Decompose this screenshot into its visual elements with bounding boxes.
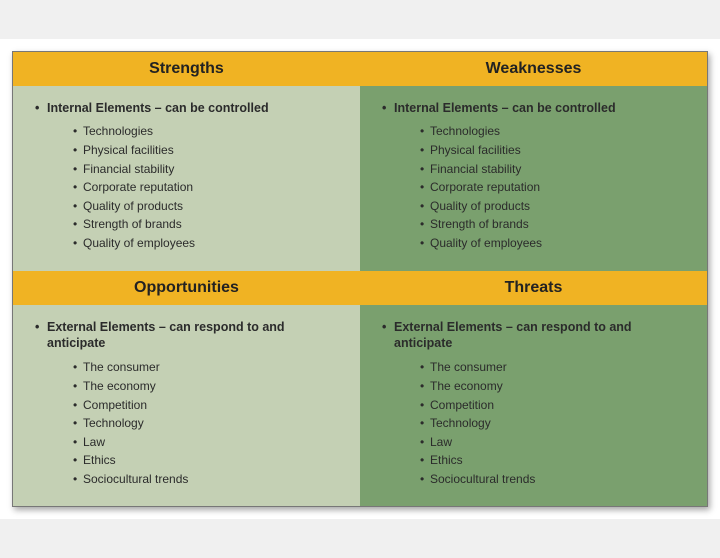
header-weaknesses: Weaknesses	[360, 52, 707, 86]
header-row-bottom: Opportunities Threats	[13, 271, 707, 305]
list-item: The consumer	[420, 358, 693, 377]
cell-opportunities: External Elements – can respond to and a…	[13, 305, 360, 507]
cell-strengths: Internal Elements – can be controlled Te…	[13, 86, 360, 271]
list-item: Quality of employees	[73, 234, 346, 253]
list-item: Corporate reputation	[420, 178, 693, 197]
list-item: Competition	[73, 396, 346, 415]
list-item: Ethics	[73, 451, 346, 470]
list-item: Competition	[420, 396, 693, 415]
header-strengths: Strengths	[13, 52, 360, 86]
header-threats: Threats	[360, 271, 707, 305]
list-item: Quality of products	[73, 197, 346, 216]
list-item: Corporate reputation	[73, 178, 346, 197]
lead-threats: External Elements – can respond to and a…	[382, 319, 693, 353]
list-item: The consumer	[73, 358, 346, 377]
list-item: Technologies	[420, 122, 693, 141]
list-item: Strength of brands	[73, 215, 346, 234]
header-opportunities: Opportunities	[13, 271, 360, 305]
items-threats: The consumer The economy Competition Tec…	[382, 358, 693, 488]
swot-frame: Strengths Weaknesses Internal Elements –…	[0, 39, 720, 520]
lead-opportunities: External Elements – can respond to and a…	[35, 319, 346, 353]
body-row-bottom: External Elements – can respond to and a…	[13, 305, 707, 507]
swot-matrix: Strengths Weaknesses Internal Elements –…	[12, 51, 708, 508]
lead-weaknesses: Internal Elements – can be controlled	[382, 100, 693, 117]
cell-threats: External Elements – can respond to and a…	[360, 305, 707, 507]
list-item: Financial stability	[420, 160, 693, 179]
list-item: The economy	[420, 377, 693, 396]
list-item: Financial stability	[73, 160, 346, 179]
list-item: Sociocultural trends	[73, 470, 346, 489]
list-item: Technology	[420, 414, 693, 433]
list-item: Physical facilities	[73, 141, 346, 160]
list-item: Strength of brands	[420, 215, 693, 234]
items-opportunities: The consumer The economy Competition Tec…	[35, 358, 346, 488]
list-item: Sociocultural trends	[420, 470, 693, 489]
list-item: Quality of products	[420, 197, 693, 216]
cell-weaknesses: Internal Elements – can be controlled Te…	[360, 86, 707, 271]
list-item: Technology	[73, 414, 346, 433]
list-item: Law	[73, 433, 346, 452]
items-strengths: Technologies Physical facilities Financi…	[35, 122, 346, 252]
items-weaknesses: Technologies Physical facilities Financi…	[382, 122, 693, 252]
header-row-top: Strengths Weaknesses	[13, 52, 707, 86]
list-item: Law	[420, 433, 693, 452]
list-item: Technologies	[73, 122, 346, 141]
list-item: Ethics	[420, 451, 693, 470]
body-row-top: Internal Elements – can be controlled Te…	[13, 86, 707, 271]
list-item: Quality of employees	[420, 234, 693, 253]
list-item: Physical facilities	[420, 141, 693, 160]
list-item: The economy	[73, 377, 346, 396]
lead-strengths: Internal Elements – can be controlled	[35, 100, 346, 117]
